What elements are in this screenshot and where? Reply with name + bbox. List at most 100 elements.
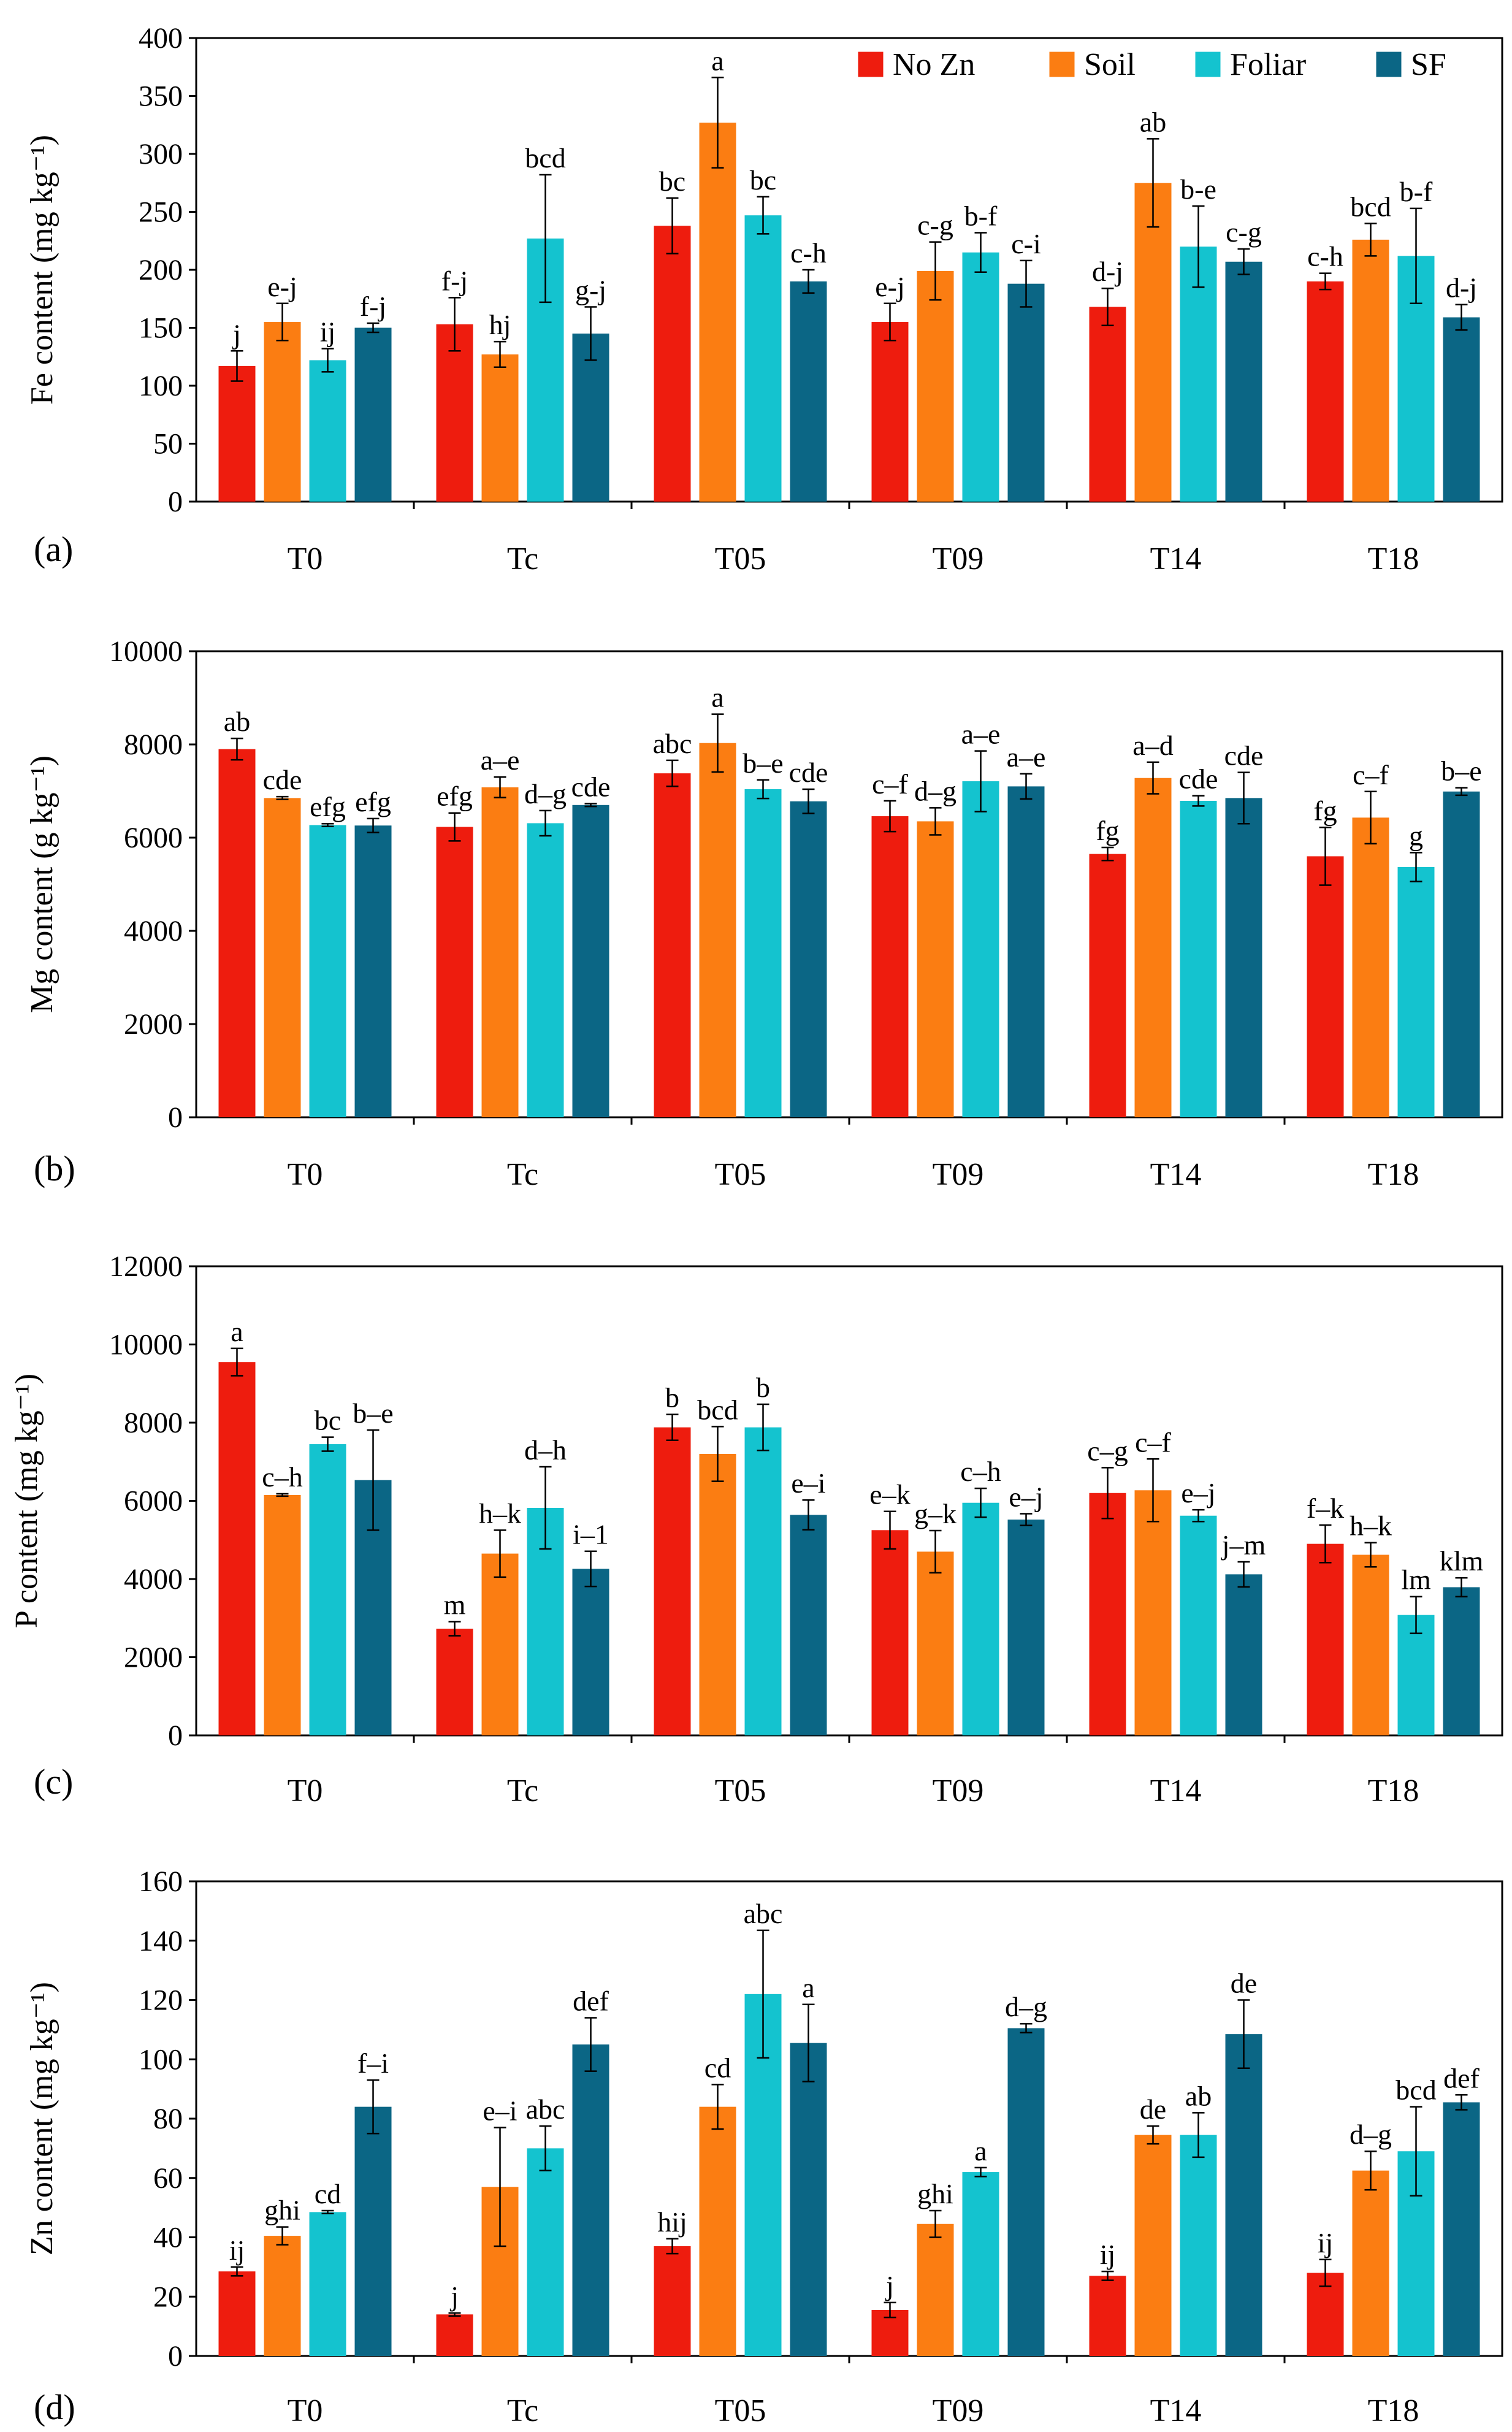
legend-item-foliar: Foliar [1195, 47, 1306, 82]
bar-c-t18-no-zn [1307, 1543, 1344, 1735]
significance-label-a-tc-no-zn: f-j [441, 265, 468, 296]
bar-c-t05-soil [699, 1454, 736, 1735]
y-tick-label-b-0: 0 [168, 1101, 183, 1134]
bar-d-t14-sf [1225, 2034, 1262, 2356]
category-label-a-t18: T18 [1368, 541, 1419, 576]
bar-c-t09-no-zn [871, 1530, 909, 1735]
significance-label-b-t0-sf: efg [355, 786, 391, 817]
significance-label-c-tc-soil: h–k [479, 1497, 521, 1529]
category-label-c-t05: T05 [715, 1773, 766, 1808]
category-label-c-tc: Tc [507, 1773, 538, 1808]
panel-letter-a: (a) [34, 529, 73, 569]
significance-label-b-t0-foliar: efg [310, 791, 346, 822]
bar-c-t0-no-zn [218, 1362, 256, 1735]
bar-a-t0-soil [264, 322, 301, 502]
bar-c-t0-foliar [309, 1444, 346, 1735]
category-label-b-t18: T18 [1368, 1157, 1419, 1192]
significance-label-c-tc-foliar: d–h [524, 1434, 567, 1466]
category-label-d-t05: T05 [715, 2393, 766, 2428]
significance-label-c-t09-no-zn: e–k [869, 1479, 910, 1510]
panel-letter-c: (c) [34, 1762, 73, 1802]
y-tick-label-a-100: 100 [139, 370, 183, 402]
significance-label-c-t05-sf: e–i [791, 1467, 825, 1499]
category-label-b-t14: T14 [1150, 1157, 1202, 1192]
bar-d-t05-no-zn [654, 2246, 691, 2356]
significance-label-d-t0-sf: f–i [357, 2048, 389, 2079]
significance-label-b-t14-foliar: cde [1179, 763, 1218, 795]
category-label-a-tc: Tc [507, 541, 538, 576]
significance-label-b-t18-foliar: g [1409, 820, 1423, 851]
bar-a-t14-soil [1134, 183, 1172, 502]
significance-label-d-tc-soil: e–i [483, 2095, 517, 2127]
bar-b-t0-no-zn [218, 749, 256, 1117]
significance-label-d-t0-no-zn: ij [229, 2235, 245, 2266]
plot-frame-a [195, 37, 1503, 503]
significance-label-d-t05-soil: cd [704, 2052, 731, 2083]
category-label-d-t18: T18 [1368, 2393, 1419, 2428]
significance-label-d-t18-foliar: bcd [1396, 2074, 1436, 2106]
category-label-d-tc: Tc [507, 2393, 538, 2428]
significance-label-d-t0-soil: ghi [264, 2195, 300, 2226]
legend-label-foliar: Foliar [1230, 47, 1306, 82]
significance-label-d-t05-foliar: abc [744, 1898, 783, 1929]
y-tick-label-a-200: 200 [139, 254, 183, 286]
significance-label-d-t14-sf: de [1231, 1968, 1257, 1999]
significance-label-d-t09-soil: ghi [917, 2178, 953, 2209]
significance-label-c-t0-soil: c–h [262, 1461, 302, 1493]
category-label-b-t0: T0 [288, 1157, 323, 1192]
bar-c-tc-no-zn [436, 1628, 473, 1735]
bar-b-t14-sf [1225, 798, 1262, 1117]
significance-label-c-t0-no-zn: a [231, 1316, 243, 1347]
bar-b-t09-sf [1007, 786, 1045, 1117]
bar-d-t18-sf [1443, 2102, 1480, 2356]
significance-label-a-t05-sf: c-h [790, 237, 827, 269]
panel-letter-b: (b) [34, 1149, 75, 1188]
legend-swatch-sf [1376, 52, 1402, 77]
significance-label-c-t05-soil: bcd [697, 1394, 738, 1425]
significance-label-b-t05-sf: cde [789, 757, 828, 788]
significance-label-a-t0-foliar: ij [320, 316, 336, 348]
significance-label-b-t0-no-zn: ab [224, 706, 250, 737]
bar-c-t05-foliar [744, 1427, 782, 1735]
significance-label-a-tc-sf: g-j [575, 274, 606, 305]
significance-label-a-t09-no-zn: e-j [875, 271, 905, 302]
significance-label-a-t0-sf: f-j [360, 291, 386, 322]
bar-d-t0-foliar [309, 2212, 346, 2356]
y-tick-label-b-2000: 2000 [124, 1008, 183, 1041]
bar-a-t05-soil [699, 122, 736, 502]
category-label-c-t14: T14 [1150, 1773, 1202, 1808]
category-label-c-t0: T0 [288, 1773, 323, 1808]
bar-d-t09-sf [1007, 2028, 1045, 2356]
significance-label-a-t05-foliar: bc [750, 164, 776, 196]
bar-d-t0-no-zn [218, 2271, 256, 2356]
significance-label-a-t14-foliar: b-e [1180, 174, 1216, 205]
significance-label-a-tc-soil: hj [489, 309, 511, 340]
y-tick-label-b-8000: 8000 [124, 728, 183, 761]
y-tick-label-d-0: 0 [168, 2340, 183, 2373]
significance-label-c-t09-foliar: c–h [960, 1456, 1001, 1487]
legend: No Zn Soil Foliar SF [858, 47, 1446, 82]
category-label-a-t14: T14 [1150, 541, 1202, 576]
significance-label-b-t05-soil: a [711, 682, 724, 713]
y-axis-label-c: P content (mg kg⁻¹) [9, 1374, 44, 1628]
bar-d-t0-sf [354, 2106, 392, 2356]
bar-b-t09-foliar [962, 781, 999, 1117]
category-label-b-t05: T05 [715, 1157, 766, 1192]
significance-label-c-t0-sf: b–e [353, 1398, 393, 1429]
y-tick-label-b-4000: 4000 [124, 915, 183, 947]
category-label-a-t09: T09 [933, 541, 984, 576]
y-tick-label-c-12000: 12000 [109, 1250, 183, 1283]
bar-d-tc-no-zn [436, 2314, 473, 2356]
plot-frame-b [195, 650, 1503, 1118]
significance-label-d-t09-foliar: a [974, 2135, 987, 2166]
significance-label-b-t18-sf: b–e [1441, 755, 1481, 787]
significance-label-d-t05-sf: a [802, 1972, 814, 2003]
bar-a-t14-foliar [1180, 247, 1217, 502]
legend-item-soil: Soil [1049, 47, 1136, 82]
significance-label-c-t18-foliar: lm [1401, 1564, 1431, 1596]
significance-label-a-tc-foliar: bcd [525, 142, 565, 174]
bar-b-t05-sf [790, 801, 827, 1117]
significance-label-c-t05-foliar: b [756, 1372, 770, 1403]
bar-c-t14-sf [1225, 1574, 1262, 1735]
